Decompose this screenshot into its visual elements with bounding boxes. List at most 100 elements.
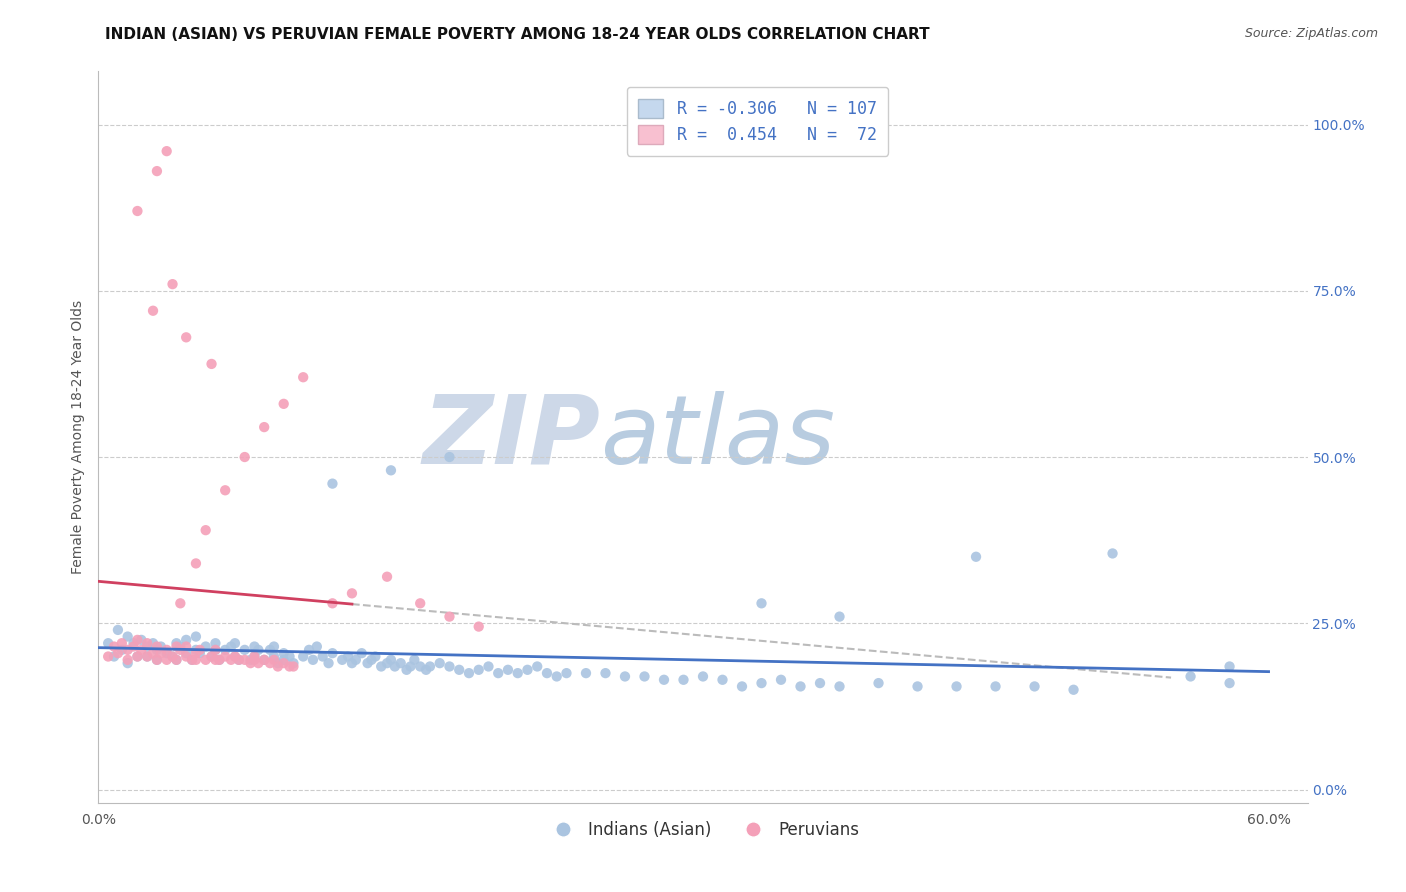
Point	[711, 673, 734, 687]
Point	[219, 640, 242, 654]
Point	[278, 649, 301, 664]
Point	[375, 656, 398, 670]
Point	[370, 659, 392, 673]
Point	[243, 649, 266, 664]
Point	[828, 609, 851, 624]
Point	[273, 397, 295, 411]
Point	[142, 646, 165, 660]
Point	[174, 646, 197, 660]
Point	[146, 643, 169, 657]
Point	[127, 649, 149, 664]
Point	[162, 649, 184, 664]
Point	[409, 659, 432, 673]
Point	[486, 666, 509, 681]
Point	[243, 653, 266, 667]
Point	[984, 680, 1007, 694]
Point	[751, 676, 773, 690]
Point	[165, 636, 187, 650]
Point	[283, 659, 305, 673]
Point	[165, 653, 187, 667]
Point	[337, 649, 360, 664]
Point	[243, 649, 266, 664]
Point	[194, 640, 217, 654]
Point	[117, 656, 139, 670]
Point	[868, 676, 890, 690]
Point	[595, 666, 617, 681]
Point	[233, 643, 256, 657]
Point	[188, 646, 211, 660]
Point	[907, 680, 929, 694]
Point	[165, 640, 187, 654]
Point	[633, 669, 655, 683]
Point	[156, 653, 179, 667]
Point	[142, 303, 165, 318]
Point	[769, 673, 792, 687]
Point	[298, 643, 321, 657]
Point	[389, 656, 412, 670]
Point	[204, 636, 226, 650]
Point	[162, 277, 184, 292]
Point	[1063, 682, 1085, 697]
Text: ZIP: ZIP	[422, 391, 600, 483]
Point	[477, 659, 499, 673]
Point	[142, 636, 165, 650]
Point	[117, 653, 139, 667]
Point	[194, 523, 217, 537]
Point	[146, 653, 169, 667]
Point	[169, 596, 191, 610]
Point	[194, 653, 217, 667]
Point	[731, 680, 754, 694]
Point	[259, 643, 281, 657]
Point	[253, 420, 276, 434]
Point	[384, 659, 406, 673]
Point	[247, 643, 270, 657]
Point	[399, 659, 422, 673]
Text: Source: ZipAtlas.com: Source: ZipAtlas.com	[1244, 27, 1378, 40]
Point	[292, 649, 315, 664]
Point	[1101, 546, 1123, 560]
Point	[1024, 680, 1046, 694]
Point	[1180, 669, 1202, 683]
Point	[149, 646, 172, 660]
Point	[273, 656, 295, 670]
Point	[458, 666, 481, 681]
Point	[789, 680, 811, 694]
Point	[233, 450, 256, 464]
Point	[536, 666, 558, 681]
Text: atlas: atlas	[600, 391, 835, 483]
Point	[214, 643, 236, 657]
Point	[330, 653, 353, 667]
Point	[200, 357, 222, 371]
Point	[184, 646, 207, 660]
Point	[449, 663, 471, 677]
Point	[127, 632, 149, 647]
Point	[107, 623, 129, 637]
Point	[496, 663, 519, 677]
Point	[131, 643, 153, 657]
Point	[404, 653, 426, 667]
Point	[174, 632, 197, 647]
Point	[253, 653, 276, 667]
Point	[253, 653, 276, 667]
Point	[169, 643, 191, 657]
Point	[156, 643, 179, 657]
Point	[273, 646, 295, 660]
Point	[214, 483, 236, 498]
Point	[146, 640, 169, 654]
Point	[127, 649, 149, 664]
Point	[247, 656, 270, 670]
Point	[181, 653, 204, 667]
Point	[350, 646, 373, 660]
Point	[243, 640, 266, 654]
Point	[97, 649, 120, 664]
Point	[1219, 659, 1241, 673]
Point	[312, 649, 335, 664]
Point	[224, 636, 246, 650]
Text: INDIAN (ASIAN) VS PERUVIAN FEMALE POVERTY AMONG 18-24 YEAR OLDS CORRELATION CHAR: INDIAN (ASIAN) VS PERUVIAN FEMALE POVERT…	[105, 27, 931, 42]
Point	[136, 640, 159, 654]
Point	[467, 663, 489, 677]
Point	[360, 653, 382, 667]
Point	[228, 653, 250, 667]
Point	[214, 649, 236, 664]
Point	[208, 653, 231, 667]
